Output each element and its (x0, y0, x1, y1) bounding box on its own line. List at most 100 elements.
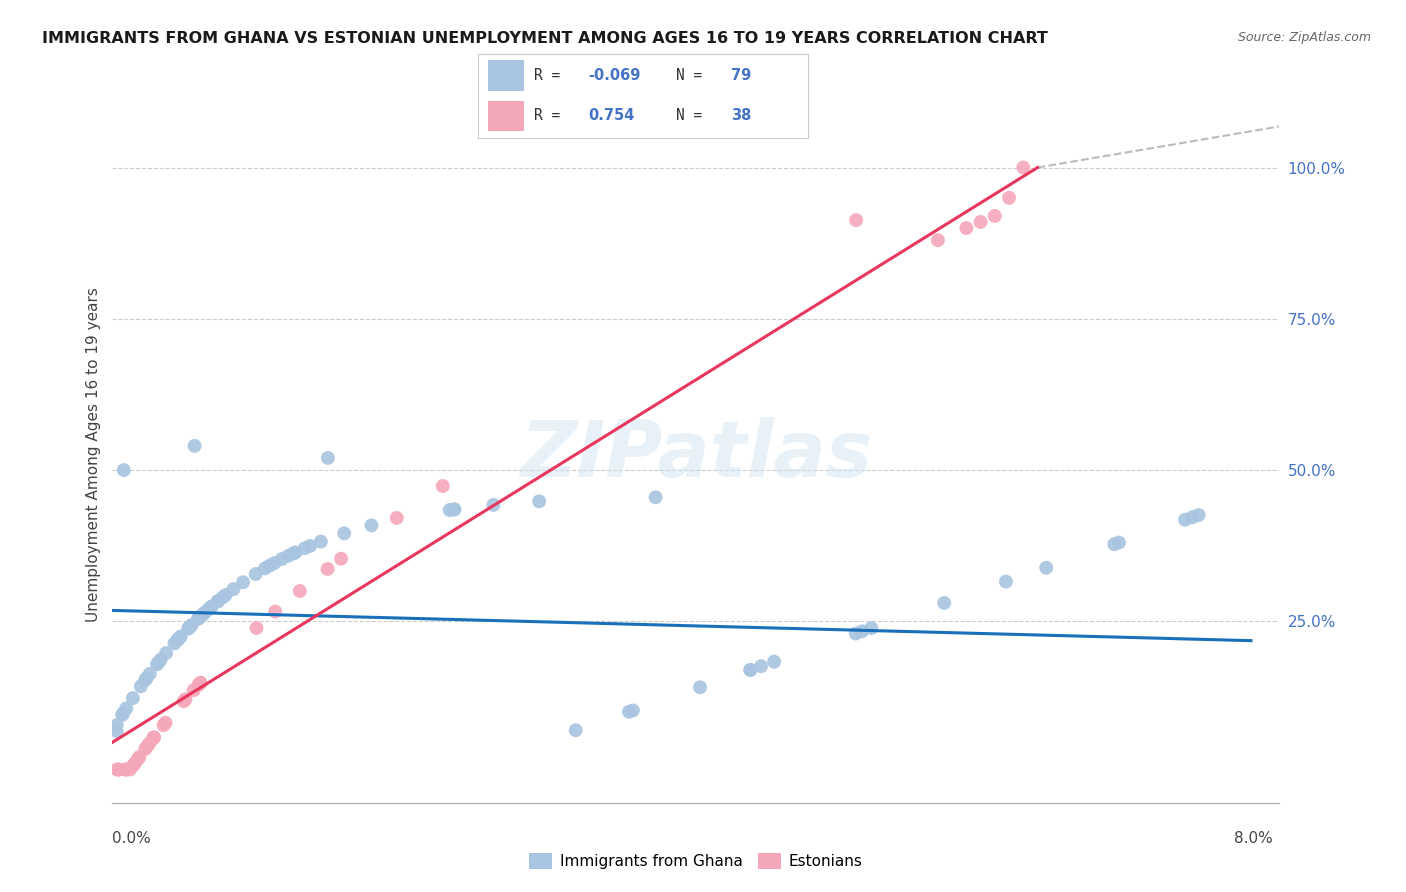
Point (432, 479, 454, 493)
Point (167, 632, 190, 646)
Point (166, 633, 188, 648)
Point (115, 763, 138, 777)
Text: N =: N = (676, 68, 711, 83)
Text: R =: R = (534, 68, 569, 83)
Point (283, 546, 305, 560)
Point (284, 545, 307, 559)
Point (969, 215, 991, 229)
Point (183, 439, 205, 453)
FancyBboxPatch shape (488, 61, 524, 91)
Point (1108, 535, 1130, 549)
Point (330, 551, 353, 566)
Point (155, 715, 177, 730)
Point (860, 621, 883, 635)
Point (1012, 161, 1035, 175)
Point (360, 518, 382, 533)
Point (200, 600, 222, 615)
Point (232, 575, 254, 590)
Point (617, 705, 640, 719)
Point (136, 739, 159, 753)
Point (316, 562, 339, 576)
Point (955, 221, 977, 235)
Point (222, 582, 245, 596)
Point (115, 701, 138, 715)
Point (998, 191, 1021, 205)
Point (211, 591, 233, 605)
Point (163, 636, 186, 650)
Point (107, 763, 129, 777)
Point (245, 621, 267, 635)
Point (155, 646, 177, 660)
Point (177, 622, 200, 636)
Point (148, 656, 170, 670)
Point (763, 655, 786, 669)
Point (138, 666, 160, 681)
Point (187, 612, 209, 626)
Point (134, 673, 156, 688)
Text: ZIPatlas: ZIPatlas (520, 417, 872, 493)
Point (187, 612, 209, 626)
Point (1102, 537, 1125, 551)
Point (194, 606, 217, 620)
Point (118, 763, 141, 777)
Point (114, 763, 136, 777)
Point (1187, 508, 1209, 522)
Point (142, 731, 165, 745)
Point (316, 450, 339, 465)
Text: 0.0%: 0.0% (112, 831, 152, 846)
Point (134, 742, 156, 756)
Text: Source: ZipAtlas.com: Source: ZipAtlas.com (1237, 31, 1371, 45)
Point (200, 599, 222, 614)
Point (143, 731, 166, 745)
Point (927, 233, 949, 247)
Text: 38: 38 (731, 108, 751, 123)
Point (170, 629, 193, 643)
Text: IMMIGRANTS FROM GHANA VS ESTONIAN UNEMPLOYMENT AMONG AGES 16 TO 19 YEARS CORRELA: IMMIGRANTS FROM GHANA VS ESTONIAN UNEMPL… (42, 31, 1047, 46)
Point (187, 678, 209, 692)
Point (124, 756, 146, 771)
Y-axis label: Unemployment Among Ages 16 to 19 years: Unemployment Among Ages 16 to 19 years (86, 287, 101, 623)
Point (689, 680, 711, 694)
Point (984, 209, 1007, 223)
Point (207, 594, 229, 608)
Point (108, 763, 131, 777)
Point (177, 621, 200, 635)
Point (207, 594, 229, 608)
Point (1181, 510, 1204, 524)
Point (152, 718, 174, 732)
Point (259, 558, 281, 573)
Point (482, 498, 505, 512)
Point (294, 541, 316, 556)
Point (277, 549, 299, 563)
Point (621, 703, 644, 717)
Point (527, 494, 550, 508)
Point (333, 526, 356, 541)
Point (385, 511, 408, 525)
Point (644, 491, 666, 505)
Point (105, 724, 128, 739)
Point (845, 213, 868, 227)
Point (749, 659, 772, 673)
Text: 0.754: 0.754 (589, 108, 636, 123)
Point (188, 610, 211, 624)
Point (1174, 513, 1197, 527)
Point (309, 534, 332, 549)
Point (138, 737, 160, 751)
Point (288, 584, 311, 599)
Point (851, 624, 873, 639)
Point (121, 691, 143, 706)
Point (214, 588, 236, 602)
Point (167, 632, 190, 646)
Point (105, 763, 128, 777)
Point (135, 671, 157, 685)
Point (190, 675, 212, 690)
Point (129, 679, 152, 693)
Point (180, 619, 202, 633)
Text: R =: R = (534, 108, 578, 123)
Point (264, 605, 287, 619)
Point (207, 594, 229, 608)
Point (845, 626, 868, 640)
Point (122, 758, 145, 772)
Point (183, 683, 205, 698)
Point (191, 607, 214, 622)
